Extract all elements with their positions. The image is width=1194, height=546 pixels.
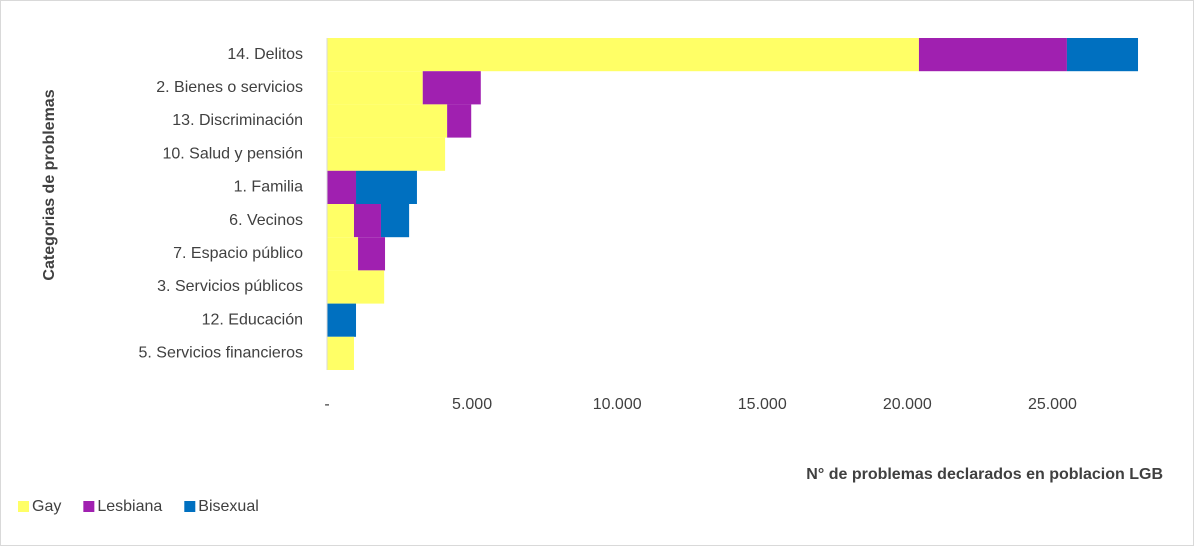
legend-label: Bisexual xyxy=(198,498,258,515)
y-tick-label: 7. Espacio público xyxy=(173,245,303,262)
y-tick-label: 6. Vecinos xyxy=(229,212,303,229)
x-tick-label: 5.000 xyxy=(452,396,492,413)
bar xyxy=(353,204,381,238)
y-tick-label: 5. Servicios financieros xyxy=(138,345,303,362)
bar xyxy=(327,270,385,304)
bar xyxy=(447,104,472,138)
x-tick-label: 10.000 xyxy=(593,396,642,413)
y-tick-label: 1. Familia xyxy=(234,179,303,196)
bar xyxy=(918,38,1067,72)
x-tick-label: - xyxy=(324,396,329,413)
x-tick-label: 15.000 xyxy=(738,396,787,413)
bar xyxy=(327,38,919,72)
x-tick-label: 25.000 xyxy=(1028,396,1077,413)
bar xyxy=(327,336,354,370)
legend-swatch xyxy=(18,501,29,512)
y-tick-label: 2. Bienes o servicios xyxy=(156,79,303,96)
bar xyxy=(327,104,448,138)
legend-label: Lesbiana xyxy=(97,498,162,515)
bar xyxy=(327,137,446,171)
bar xyxy=(1066,38,1139,72)
bar xyxy=(380,204,410,238)
y-tick-label: 3. Servicios públicos xyxy=(157,278,303,295)
legend-swatch xyxy=(184,501,196,512)
bar xyxy=(327,170,357,204)
legend-swatch xyxy=(83,501,95,512)
bar xyxy=(356,170,417,204)
bar xyxy=(327,204,354,238)
bar xyxy=(327,71,423,105)
y-tick-label: 10. Salud y pensión xyxy=(162,145,303,162)
bar xyxy=(422,71,481,105)
x-axis-title: N° de problemas declarados en poblacion … xyxy=(806,466,1163,483)
legend-label: Gay xyxy=(32,498,61,515)
bar xyxy=(327,303,357,337)
bar xyxy=(327,237,359,271)
x-tick-label: 20.000 xyxy=(883,396,932,413)
y-axis-title: Categorias de problemas xyxy=(41,89,58,280)
y-tick-label: 13. Discriminación xyxy=(172,112,303,129)
y-tick-label: 14. Delitos xyxy=(227,46,303,63)
bar xyxy=(358,237,386,271)
y-tick-label: 12. Educación xyxy=(202,311,303,328)
